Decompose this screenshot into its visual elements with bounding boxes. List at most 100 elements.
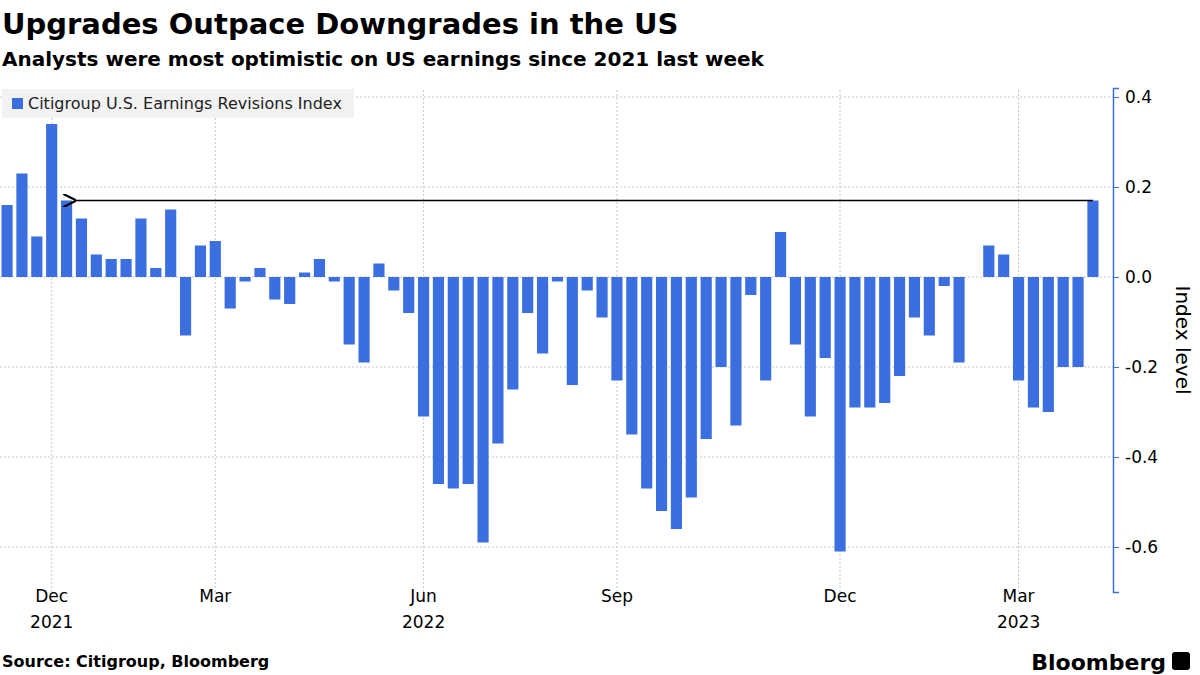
bar <box>210 241 221 277</box>
bar <box>507 277 518 390</box>
bar <box>939 277 950 286</box>
bar <box>1043 277 1054 412</box>
x-tick-label-line: Sep <box>601 586 633 606</box>
x-axis: Dec2021 Mar Jun 2022 Sep Dec Mar2023 <box>30 88 1040 632</box>
bar <box>849 277 860 408</box>
bar <box>909 277 920 318</box>
bar <box>567 277 578 385</box>
bar <box>582 277 593 291</box>
bar <box>150 268 161 277</box>
y-tick: -0.4 <box>1113 447 1158 467</box>
legend-label: Citigroup U.S. Earnings Revisions Index <box>28 94 342 113</box>
chart: Upgrades Outpace Downgrades in the USAna… <box>0 0 1200 675</box>
bar <box>418 277 429 417</box>
bar <box>879 277 890 403</box>
grid-line <box>0 547 1113 548</box>
bar <box>656 277 667 511</box>
bar <box>195 246 206 278</box>
bar <box>477 277 488 543</box>
bar <box>299 273 310 278</box>
subtitle: Analysts were most optimistic on US earn… <box>2 47 765 71</box>
bar <box>1072 277 1083 367</box>
bar <box>730 277 741 426</box>
bar <box>924 277 935 336</box>
bar <box>358 277 369 363</box>
y-tick: -0.6 <box>1113 537 1158 557</box>
bar <box>120 259 131 277</box>
bar <box>448 277 459 489</box>
x-tick-label: Dec2021 <box>30 586 73 632</box>
bar <box>626 277 637 435</box>
bar <box>1028 277 1039 408</box>
x-tick-label: Jun 2022 <box>402 586 445 632</box>
bar <box>834 277 845 552</box>
y-tick: 0.4 <box>1113 87 1152 107</box>
bar <box>165 210 176 278</box>
bar <box>686 277 697 498</box>
bar <box>46 124 57 277</box>
grid-line <box>0 457 1113 458</box>
y-tick-label: -0.4 <box>1125 447 1158 467</box>
bar <box>31 237 42 278</box>
bar <box>433 277 444 484</box>
bar <box>106 259 117 277</box>
bar <box>537 277 548 354</box>
x-tick-label-line: 2022 <box>402 612 445 632</box>
bar <box>16 174 27 278</box>
bar <box>135 219 146 278</box>
bar <box>745 277 756 295</box>
bar <box>1087 201 1098 278</box>
grid-line <box>0 367 1113 368</box>
x-tick: Dec2021 <box>30 88 73 632</box>
x-tick-label-line: Mar <box>199 586 231 606</box>
x-tick-label-line: Dec <box>35 586 68 606</box>
x-tick-label-line: Dec <box>824 586 857 606</box>
y-axis: -0.6-0.4-0.20.00.20.4 <box>1113 87 1158 593</box>
bar <box>180 277 191 336</box>
legend-swatch <box>12 98 23 109</box>
bar <box>269 277 280 300</box>
x-tick: Mar2023 <box>997 88 1040 632</box>
bar <box>790 277 801 345</box>
bar <box>715 277 726 367</box>
bar <box>76 219 87 278</box>
credit: Bloomberg <box>1031 650 1166 675</box>
bar <box>61 201 72 278</box>
bar <box>239 277 250 282</box>
x-tick-label-line: Jun <box>409 586 437 606</box>
bar <box>403 277 414 313</box>
bar <box>894 277 905 376</box>
bar <box>1058 277 1069 367</box>
x-tick: Jun 2022 <box>402 88 445 632</box>
bar <box>596 277 607 318</box>
y-axis-line <box>1114 89 1120 593</box>
y-tick-label: 0.0 <box>1125 267 1152 287</box>
bar <box>254 268 265 277</box>
x-tick-label: Mar2023 <box>997 586 1040 632</box>
bar <box>388 277 399 291</box>
bar <box>983 246 994 278</box>
bar <box>314 259 325 277</box>
bar <box>284 277 295 304</box>
tick-mark <box>1113 97 1119 98</box>
tick-mark <box>1113 367 1119 368</box>
bar <box>998 255 1009 278</box>
bar <box>671 277 682 529</box>
y-axis-title: Index level <box>1171 286 1195 395</box>
y-grid <box>0 97 1113 547</box>
bar <box>329 277 340 282</box>
source: Source: Citigroup, Bloomberg <box>2 652 269 671</box>
bar <box>760 277 771 381</box>
bar <box>611 277 622 381</box>
bar <box>820 277 831 358</box>
tick-mark <box>1113 187 1119 188</box>
x-tick-label: Sep <box>601 586 633 606</box>
bar <box>1 205 12 277</box>
bar <box>344 277 355 345</box>
x-tick: Mar <box>199 88 231 606</box>
bar <box>463 277 474 484</box>
x-tick-label: Mar <box>199 586 231 606</box>
y-tick-label: 0.2 <box>1125 177 1152 197</box>
grid-line <box>215 88 216 592</box>
bar <box>775 232 786 277</box>
